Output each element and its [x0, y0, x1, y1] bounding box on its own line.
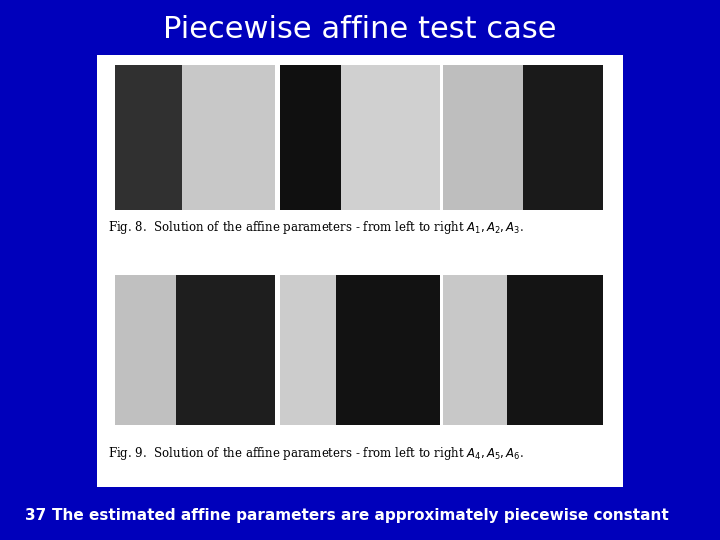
- Bar: [97, 55, 623, 487]
- Bar: [341, 65, 440, 210]
- Text: The estimated affine parameters are approximately piecewise constant: The estimated affine parameters are appr…: [52, 508, 668, 523]
- Bar: [443, 275, 507, 425]
- Bar: [115, 275, 176, 425]
- Bar: [507, 275, 603, 425]
- Bar: [182, 65, 275, 210]
- Text: Fig. 8.  Solution of the affine parameters - from left to right $A_1, A_2, A_3$.: Fig. 8. Solution of the affine parameter…: [108, 219, 524, 237]
- Bar: [443, 65, 523, 210]
- Bar: [280, 65, 341, 210]
- Bar: [336, 275, 440, 425]
- Text: 37: 37: [25, 508, 47, 523]
- Bar: [523, 65, 603, 210]
- Bar: [280, 275, 336, 425]
- Text: Fig. 9.  Solution of the affine parameters - from left to right $A_4, A_5, A_6$.: Fig. 9. Solution of the affine parameter…: [108, 444, 524, 462]
- Bar: [115, 65, 182, 210]
- Bar: [176, 275, 275, 425]
- Text: Piecewise affine test case: Piecewise affine test case: [163, 16, 557, 44]
